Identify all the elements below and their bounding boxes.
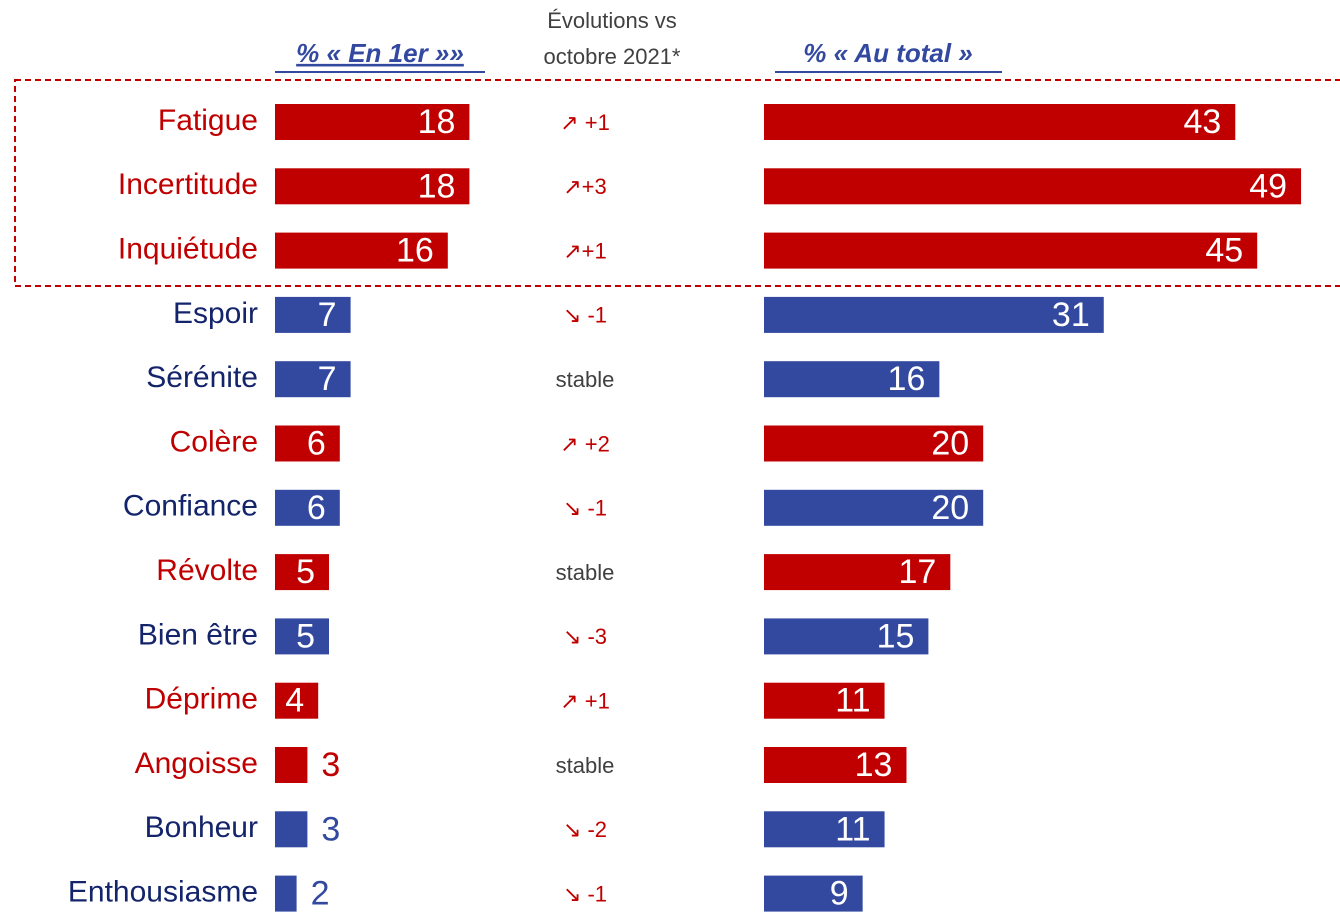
bar xyxy=(275,554,329,591)
category-label: Confiance xyxy=(123,490,258,523)
evolution-header: octobre 2021* xyxy=(544,44,681,69)
bar xyxy=(764,682,885,719)
value-label: 16 xyxy=(396,232,434,270)
bar xyxy=(764,554,951,591)
bar xyxy=(275,425,340,462)
category-label: Révolte xyxy=(156,554,258,587)
category-label: Incertitude xyxy=(118,168,258,201)
highlight-box xyxy=(14,79,1340,287)
category-label: Déprime xyxy=(145,683,258,716)
value-label: 18 xyxy=(418,103,456,141)
category-label: Bonheur xyxy=(145,811,258,844)
bar xyxy=(275,875,297,912)
value-label: 15 xyxy=(877,617,915,655)
evolution-label: ↘ -3 xyxy=(563,624,607,649)
bar xyxy=(275,747,308,783)
bar xyxy=(275,168,470,205)
value-label: 20 xyxy=(931,424,969,462)
value-label: 11 xyxy=(835,810,870,848)
value-label: 2 xyxy=(311,875,330,913)
value-label: 13 xyxy=(855,746,893,784)
value-label: 18 xyxy=(418,167,456,205)
evolution-label: ↗+3 xyxy=(563,174,607,199)
bar xyxy=(764,232,1258,269)
value-label: 31 xyxy=(1052,296,1090,334)
evolution-label: stable xyxy=(556,753,615,778)
value-label: 7 xyxy=(318,296,337,334)
value-label: 9 xyxy=(830,875,849,913)
value-label: 4 xyxy=(285,682,304,720)
value-label: 20 xyxy=(931,489,969,527)
bar xyxy=(764,104,1236,140)
evolution-label: ↘ -2 xyxy=(563,817,607,842)
bar xyxy=(764,425,984,462)
bar xyxy=(275,232,448,269)
bar xyxy=(764,168,1302,205)
bar xyxy=(275,361,351,398)
value-label: 45 xyxy=(1205,232,1243,270)
value-label: 17 xyxy=(898,553,936,591)
series-header: % « En 1er »» xyxy=(296,38,464,68)
bar xyxy=(764,618,929,655)
category-label: Espoir xyxy=(173,297,258,330)
evolution-label: stable xyxy=(556,367,615,392)
value-label: 6 xyxy=(307,489,326,527)
evolution-label: ↗ +1 xyxy=(560,110,610,135)
evolution-label: ↗ +1 xyxy=(560,689,610,714)
value-label: 5 xyxy=(296,553,315,591)
bar xyxy=(764,489,984,526)
bar xyxy=(275,811,308,848)
category-label: Fatigue xyxy=(158,104,258,137)
category-label: Bien être xyxy=(138,618,258,651)
category-label: Colère xyxy=(170,425,258,458)
bar xyxy=(764,296,1104,333)
value-label: 11 xyxy=(835,682,870,720)
bar xyxy=(764,875,863,912)
bar xyxy=(275,296,351,333)
value-label: 7 xyxy=(318,360,337,398)
value-label: 43 xyxy=(1183,103,1221,141)
value-label: 16 xyxy=(888,360,926,398)
value-label: 6 xyxy=(307,424,326,462)
bar xyxy=(764,747,907,783)
evolution-label: ↘ -1 xyxy=(563,303,607,328)
bar xyxy=(275,682,319,719)
series-header: % « Au total » xyxy=(803,38,973,68)
evolution-label: ↗ +2 xyxy=(560,431,610,456)
bar xyxy=(764,361,940,398)
evolution-label: ↗+1 xyxy=(563,238,607,263)
bar xyxy=(275,618,329,655)
category-label: Enthousiasme xyxy=(68,876,258,909)
evolution-label: ↘ -1 xyxy=(563,881,607,906)
value-label: 3 xyxy=(321,810,340,848)
bar xyxy=(764,811,885,848)
evolution-label: stable xyxy=(556,560,615,585)
evolution-label: ↘ -1 xyxy=(563,496,607,521)
value-label: 5 xyxy=(296,617,315,655)
category-label: Inquiétude xyxy=(118,233,258,266)
value-label: 49 xyxy=(1249,167,1287,205)
evolution-header: Évolutions vs xyxy=(547,8,677,33)
bar xyxy=(275,489,340,526)
category-label: Sérénite xyxy=(146,361,258,394)
category-label: Angoisse xyxy=(135,747,258,780)
bar xyxy=(275,104,470,140)
value-label: 3 xyxy=(321,746,340,784)
